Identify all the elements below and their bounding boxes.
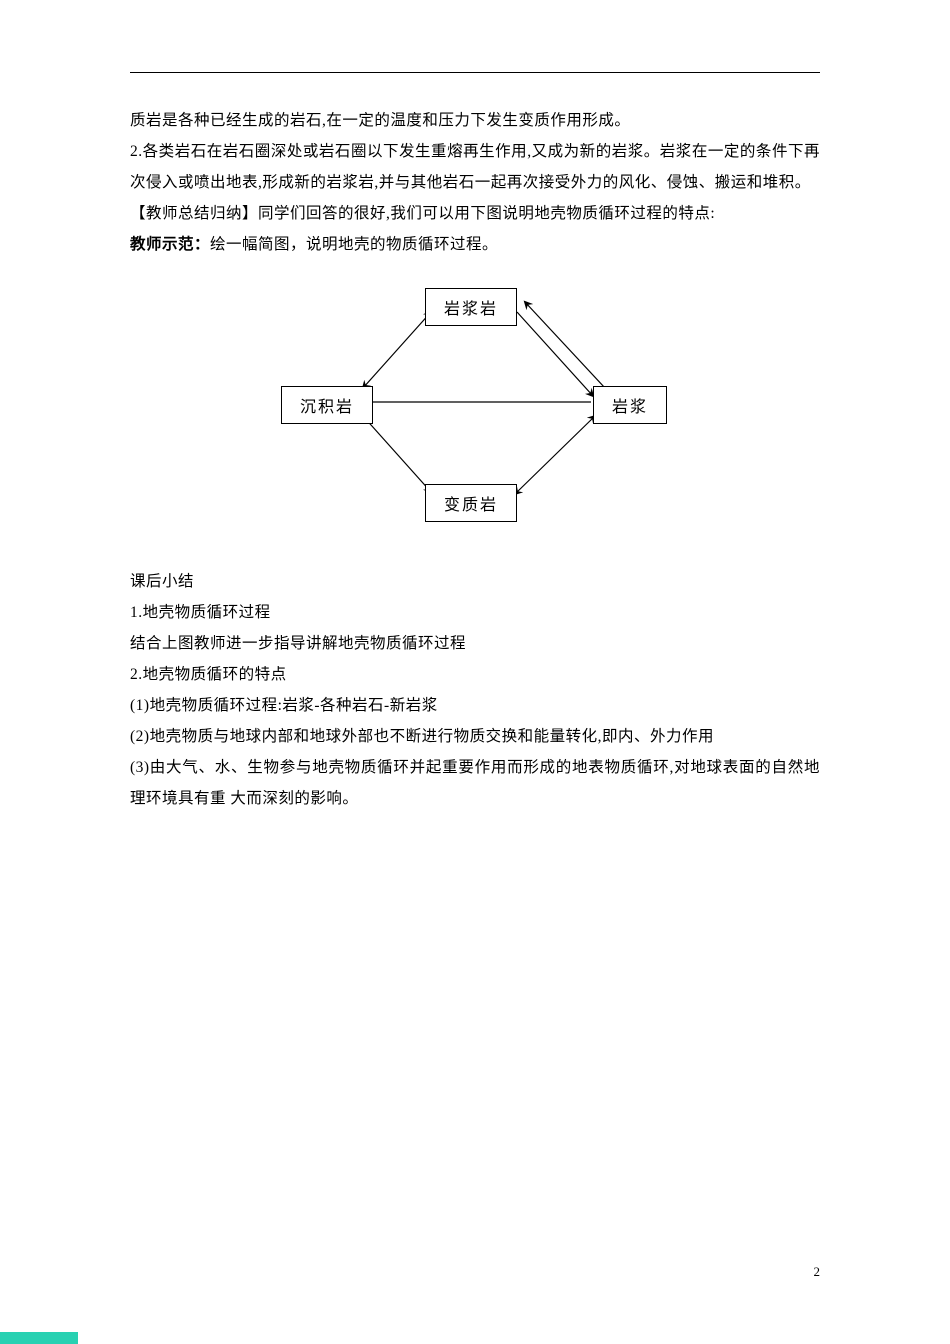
bottom-accent-bar xyxy=(0,1332,78,1344)
summary-5: (2)地壳物质与地球内部和地球外部也不断进行物质交换和能量转化,即内、外力作用 xyxy=(130,721,820,752)
paragraph-4-bold: 教师示范： xyxy=(130,236,210,253)
node-sedimentary-rock: 沉积岩 xyxy=(281,386,373,424)
summary-1: 1.地壳物质循环过程 xyxy=(130,597,820,628)
paragraph-4: 教师示范：绘一幅简图，说明地壳的物质循环过程。 xyxy=(130,229,820,260)
node-magma: 岩浆 xyxy=(593,386,667,424)
paragraph-4-rest: 绘一幅简图，说明地壳的物质循环过程。 xyxy=(210,236,498,253)
rock-cycle-diagram: 岩浆岩 沉积岩 岩浆 变质岩 xyxy=(235,288,715,524)
diagram-container: 岩浆岩 沉积岩 岩浆 变质岩 xyxy=(130,288,820,524)
paragraph-2: 2.各类岩石在岩石圈深处或岩石圈以下发生重熔再生作用,又成为新的岩浆。岩浆在一定… xyxy=(130,136,820,198)
node-metamorphic-rock: 变质岩 xyxy=(425,484,517,522)
summary-4: (1)地壳物质循环过程:岩浆-各种岩石-新岩浆 xyxy=(130,690,820,721)
page-number: 2 xyxy=(814,1264,821,1280)
summary-title: 课后小结 xyxy=(130,566,820,597)
document-page: 质岩是各种已经生成的岩石,在一定的温度和压力下发生变质作用形成。 2.各类岩石在… xyxy=(0,0,950,814)
paragraph-3: 【教师总结归纳】同学们回答的很好,我们可以用下图说明地壳物质循环过程的特点: xyxy=(130,198,820,229)
node-igneous-rock: 岩浆岩 xyxy=(425,288,517,326)
summary-2: 结合上图教师进一步指导讲解地壳物质循环过程 xyxy=(130,628,820,659)
summary-3: 2.地壳物质循环的特点 xyxy=(130,659,820,690)
summary-6: (3)由大气、水、生物参与地壳物质循环并起重要作用而形成的地表物质循环,对地球表… xyxy=(130,752,820,814)
paragraph-1: 质岩是各种已经生成的岩石,在一定的温度和压力下发生变质作用形成。 xyxy=(130,105,820,136)
top-rule xyxy=(130,72,820,73)
